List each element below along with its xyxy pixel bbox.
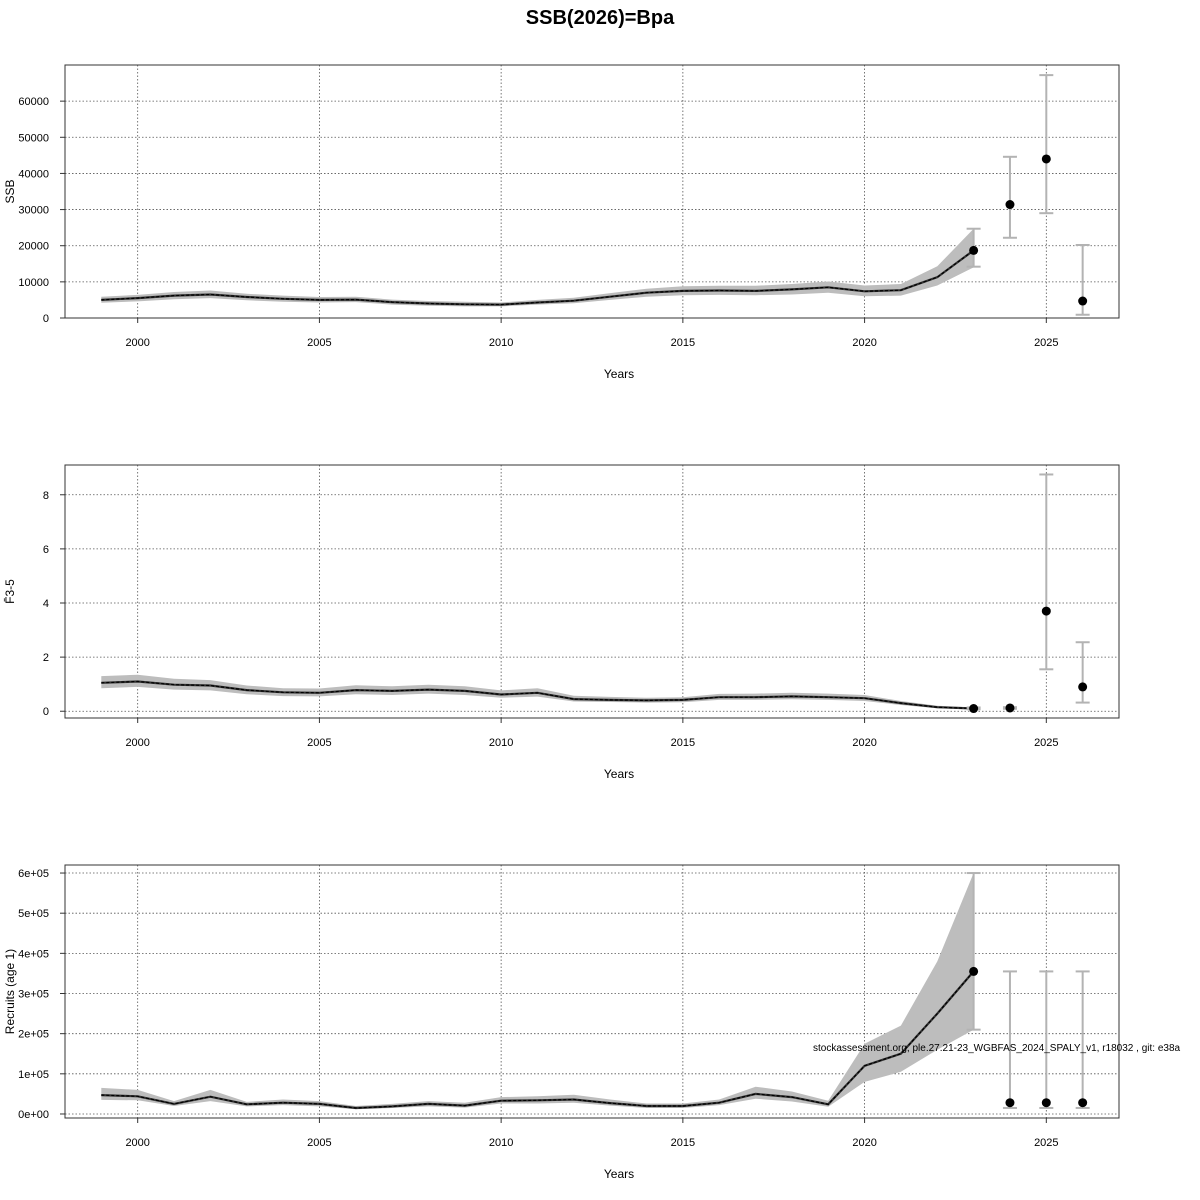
estimate-line-dashed [101, 680, 974, 710]
forecast-point [1075, 243, 1090, 316]
forecast-point [1002, 970, 1017, 1109]
y-tick-label: 20000 [18, 241, 49, 253]
forecast-point [1002, 155, 1017, 239]
confidence-band [101, 228, 974, 307]
data-point [1005, 703, 1015, 713]
figure-title: SSB(2026)=Bpa [526, 7, 675, 29]
forecast-point [1039, 74, 1054, 215]
data-point [1041, 154, 1051, 164]
forecast-point [1075, 970, 1090, 1109]
forecast-point [1002, 703, 1017, 713]
forecast-point [966, 704, 981, 714]
x-tick-label: 2020 [852, 1137, 876, 1149]
panel-ssb: 2000 2005 2010 2015 2020 2025 0 10000 20000 30000… [3, 64, 1120, 381]
data-point [1078, 296, 1088, 306]
estimate-line [101, 970, 975, 1110]
x-axis-label: Years [604, 767, 634, 781]
x-tick-label: 2010 [489, 337, 513, 349]
y-tick-label: 2e+05 [18, 1029, 49, 1041]
y-tick-label: 50000 [18, 132, 49, 144]
y-tick-label: 60000 [18, 96, 49, 108]
y-tick-label: 6e+05 [18, 868, 49, 880]
x-axis-label: Years [604, 367, 634, 381]
x-tick-label: 2005 [307, 1137, 331, 1149]
x-axis-label: Years [604, 1167, 634, 1181]
y-tick-label: 8 [43, 490, 49, 502]
y-tick-label: 4 [43, 598, 49, 610]
x-tick-label: 2020 [852, 737, 876, 749]
y-axis-label: Recruits (age 1) [3, 949, 17, 1034]
data-point [1078, 1098, 1088, 1108]
x-tick-label: 2010 [489, 1137, 513, 1149]
data-point [969, 245, 979, 255]
forecast-point [1075, 641, 1090, 704]
data-point [1041, 1098, 1051, 1108]
y-tick-label: 4e+05 [18, 948, 49, 960]
plot-frame [64, 464, 1120, 719]
y-axis-label: F̄3-5 [3, 579, 17, 604]
panel-recruits: 2000 2005 2010 2015 2020 2025 0e+00 1e+05 2e+05 3… [3, 864, 1120, 1181]
x-tick-label: 2005 [307, 737, 331, 749]
y-tick-label: 0 [43, 313, 49, 325]
y-tick-label: 2 [43, 652, 49, 664]
x-tick-label: 2015 [671, 337, 695, 349]
forecast-point [966, 872, 981, 1031]
footnote: stockassessment.org, ple.27.21-23_WGBFAS… [813, 1043, 1181, 1054]
plot-frame [64, 64, 1120, 319]
y-tick-label: 40000 [18, 168, 49, 180]
x-tick-label: 2015 [671, 1137, 695, 1149]
x-tick-label: 2015 [671, 737, 695, 749]
y-tick-label: 0 [43, 706, 49, 718]
x-tick-label: 2005 [307, 337, 331, 349]
y-tick-label: 10000 [18, 277, 49, 289]
x-tick-label: 2020 [852, 337, 876, 349]
estimate-line-dashed [101, 971, 975, 1109]
x-tick-label: 2025 [1034, 1137, 1058, 1149]
y-tick-label: 0e+00 [18, 1109, 49, 1121]
y-tick-label: 30000 [18, 205, 49, 217]
estimate-line-dashed [101, 249, 974, 306]
data-point [1005, 200, 1015, 210]
data-point [1041, 606, 1051, 616]
data-point [1005, 1098, 1015, 1108]
x-tick-label: 2025 [1034, 737, 1058, 749]
y-tick-label: 5e+05 [18, 908, 49, 920]
data-point [1078, 682, 1088, 692]
y-axis-label: SSB [3, 179, 17, 203]
data-point [969, 704, 979, 714]
forecast-point [1039, 473, 1054, 671]
forecast-point [1039, 970, 1054, 1109]
panel-fishing-mortality: 2000 2005 2010 2015 2020 2025 0 2 4 6 8 Years F̄3-5 [3, 464, 1120, 781]
plot-frame [64, 864, 1120, 1119]
forecast-point [966, 227, 981, 268]
x-tick-label: 2000 [125, 737, 149, 749]
data-point [969, 966, 979, 976]
x-tick-label: 2000 [125, 1137, 149, 1149]
y-tick-label: 1e+05 [18, 1069, 49, 1081]
y-tick-label: 3e+05 [18, 989, 49, 1001]
x-tick-label: 2010 [489, 737, 513, 749]
y-tick-label: 6 [43, 544, 49, 556]
x-tick-label: 2000 [125, 337, 149, 349]
x-tick-label: 2025 [1034, 337, 1058, 349]
